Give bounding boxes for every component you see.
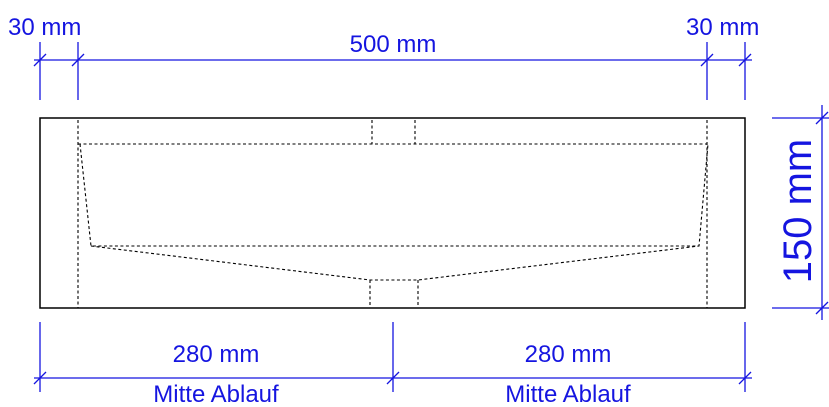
note-bottom-left: Mitte Ablauf <box>153 381 279 407</box>
dim-top-right: 30 mm <box>686 14 759 41</box>
top-dimension-lines <box>33 42 752 100</box>
dim-top-center: 500 mm <box>350 31 437 58</box>
sink-outline <box>39 117 746 309</box>
note-bottom-right: Mitte Ablauf <box>505 381 631 407</box>
dim-top-left: 30 mm <box>8 14 81 41</box>
height-dimension-lines <box>772 105 829 320</box>
dim-bottom-right: 280 mm <box>525 341 612 368</box>
hidden-lines <box>77 120 709 308</box>
dim-bottom-left: 280 mm <box>173 341 260 368</box>
dim-height: 150 mm <box>776 139 820 284</box>
bottom-dimension-lines <box>33 322 752 392</box>
